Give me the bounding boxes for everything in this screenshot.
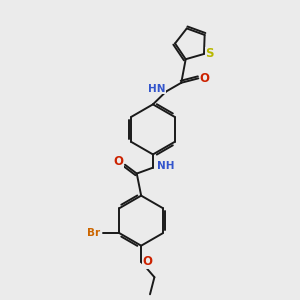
Text: O: O: [142, 255, 152, 268]
Text: O: O: [200, 72, 210, 85]
Text: HN: HN: [148, 84, 166, 94]
Text: S: S: [205, 47, 214, 61]
Text: NH: NH: [157, 161, 174, 171]
Text: O: O: [113, 155, 124, 168]
Text: Br: Br: [87, 228, 101, 238]
